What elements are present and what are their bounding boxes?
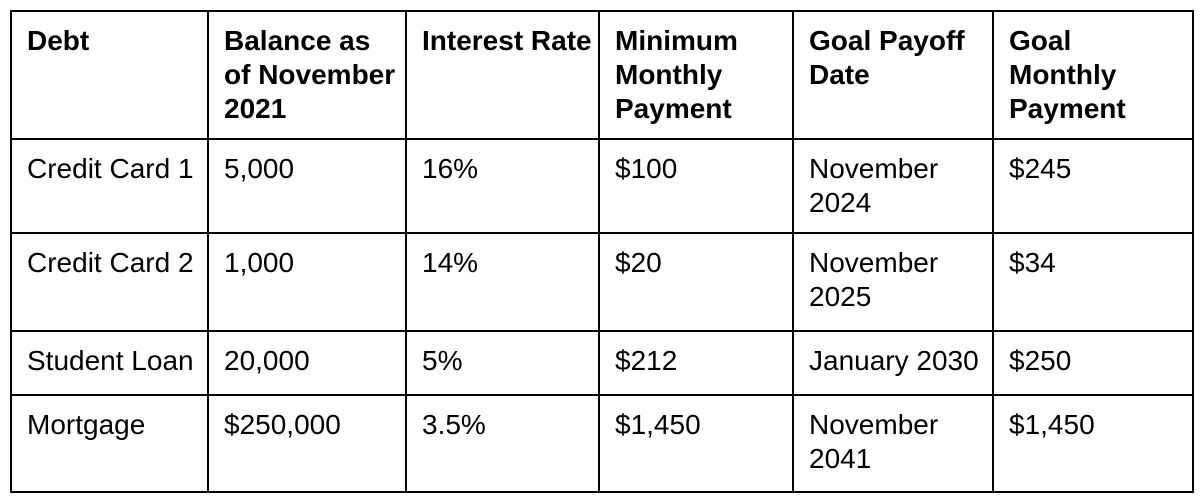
cell-goal-payment: $245 (992, 138, 1194, 234)
column-header-payoff-date: Goal Payoff Date (792, 10, 994, 140)
cell-debt: Credit Card 1 (10, 138, 209, 234)
cell-payoff-date: November 2024 (792, 138, 994, 234)
cell-debt: Credit Card 2 (10, 232, 209, 332)
cell-goal-payment: $250 (992, 330, 1194, 396)
cell-balance: 20,000 (207, 330, 407, 396)
table-row-student-loan: Student Loan 20,000 5% $212 January 2030… (10, 330, 1194, 396)
cell-min-payment: $100 (598, 138, 794, 234)
cell-payoff-date: November 2041 (792, 394, 994, 493)
table-row-credit-card-2: Credit Card 2 1,000 14% $20 November 202… (10, 232, 1194, 332)
cell-min-payment: $1,450 (598, 394, 794, 493)
cell-payoff-date: November 2025 (792, 232, 994, 332)
column-header-goal-payment: Goal Monthly Payment (992, 10, 1194, 140)
cell-interest-rate: 5% (405, 330, 600, 396)
table-row-mortgage: Mortgage $250,000 3.5% $1,450 November 2… (10, 394, 1194, 493)
column-header-debt: Debt (10, 10, 209, 140)
cell-balance: 1,000 (207, 232, 407, 332)
cell-balance: 5,000 (207, 138, 407, 234)
table-header-row: Debt Balance as of November 2021 Interes… (10, 10, 1194, 140)
cell-debt: Mortgage (10, 394, 209, 493)
cell-debt: Student Loan (10, 330, 209, 396)
cell-payoff-date: January 2030 (792, 330, 994, 396)
column-header-min-payment: Minimum Monthly Payment (598, 10, 794, 140)
cell-interest-rate: 16% (405, 138, 600, 234)
cell-interest-rate: 3.5% (405, 394, 600, 493)
cell-goal-payment: $1,450 (992, 394, 1194, 493)
column-header-interest-rate: Interest Rate (405, 10, 600, 140)
cell-min-payment: $20 (598, 232, 794, 332)
column-header-balance: Balance as of November 2021 (207, 10, 407, 140)
cell-interest-rate: 14% (405, 232, 600, 332)
debt-table-container: Debt Balance as of November 2021 Interes… (10, 10, 1194, 493)
cell-min-payment: $212 (598, 330, 794, 396)
debt-table: Debt Balance as of November 2021 Interes… (10, 10, 1194, 493)
cell-goal-payment: $34 (992, 232, 1194, 332)
table-row-credit-card-1: Credit Card 1 5,000 16% $100 November 20… (10, 138, 1194, 234)
cell-balance: $250,000 (207, 394, 407, 493)
